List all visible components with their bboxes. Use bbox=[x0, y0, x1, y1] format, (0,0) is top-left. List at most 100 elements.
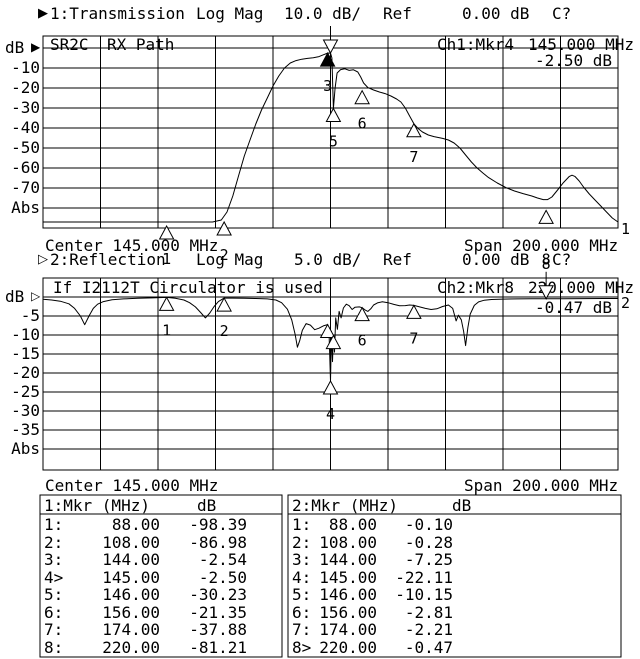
mkr-row-1-8-freq: 220.00 bbox=[102, 638, 160, 657]
y-tick-label: -60 bbox=[11, 158, 40, 177]
y-tick-label: -10 bbox=[11, 58, 40, 77]
marker-1-label: 1 bbox=[162, 321, 171, 339]
mkr-row-2-4-freq: 145.00 bbox=[319, 568, 377, 587]
marker-5-icon bbox=[325, 334, 342, 350]
ch2-graticule bbox=[42, 277, 619, 471]
mkr-row-2-4-db: -22.11 bbox=[395, 568, 453, 587]
marker-3-label: 3 bbox=[323, 77, 332, 95]
y-tick-label: -20 bbox=[11, 78, 40, 97]
y-tick-label: -70 bbox=[11, 178, 40, 197]
marker-2-icon bbox=[216, 220, 232, 236]
y-tick-label: -50 bbox=[11, 138, 40, 157]
marker-8-icon bbox=[538, 209, 554, 224]
y-tick-label: -35 bbox=[11, 420, 40, 439]
ch2-trace-number: 2 bbox=[621, 294, 631, 312]
ch1-span-freq: Span 200.000 MHz bbox=[464, 236, 619, 255]
marker-6-icon bbox=[354, 89, 370, 105]
mkr-row-1-4-db: -2.50 bbox=[198, 568, 247, 587]
ch1-ref-label: Ref bbox=[383, 4, 412, 23]
y-tick-label: -25 bbox=[11, 382, 40, 401]
ch2-active-icon: ▷ bbox=[38, 252, 48, 267]
marker-5-icon bbox=[325, 107, 342, 122]
ch1-trace-number: 1 bbox=[621, 220, 631, 238]
y-tick-label: -30 bbox=[11, 401, 40, 420]
ch2-axis-abs: Abs bbox=[11, 439, 40, 458]
mkr-row-2-3-db: -7.25 bbox=[404, 550, 453, 569]
marker-4-icon bbox=[322, 379, 339, 395]
mkr-row-1-7-number: 7: bbox=[44, 620, 64, 639]
marker-1-icon bbox=[158, 296, 175, 311]
ch1-memo-label: SR2C bbox=[50, 35, 89, 54]
marker-5-label: 5 bbox=[329, 132, 338, 150]
mkr-table-2-header: 2:Mkr (MHz) bbox=[292, 496, 398, 515]
y-tick-label: -40 bbox=[11, 118, 40, 137]
marker-4-active-icon bbox=[322, 39, 339, 55]
mkr-row-2-6-db: -2.81 bbox=[404, 603, 453, 622]
mkr-row-2-1-db: -0.10 bbox=[404, 515, 453, 534]
ch2-marker-readout-label: Ch2:Mkr8 bbox=[437, 278, 515, 297]
mkr-row-1-3-db: -2.54 bbox=[198, 550, 247, 569]
marker-3-icon bbox=[319, 323, 336, 339]
ch1-axis-abs: Abs bbox=[11, 198, 40, 217]
ch1-title: 1:Transmission bbox=[50, 4, 185, 23]
mkr-row-2-5-freq: 146.00 bbox=[319, 585, 377, 604]
ch2-format: Log Mag bbox=[196, 250, 264, 269]
ch1-active-icon: ▶ bbox=[38, 6, 48, 21]
ch2-marker-readout-freq: 220.000 MHz bbox=[528, 278, 634, 297]
ch1-cal-status: C? bbox=[552, 4, 572, 23]
y-tick-label: -10 bbox=[11, 325, 40, 344]
ch2-axis-unit: dB bbox=[5, 287, 25, 306]
mkr-row-2-7-freq: 174.00 bbox=[319, 620, 377, 639]
mkr-row-1-8-db: -81.21 bbox=[189, 638, 247, 657]
mkr-row-1-3-number: 3: bbox=[44, 550, 64, 569]
mkr-row-1-7-db: -37.88 bbox=[189, 620, 247, 639]
marker-7-label: 7 bbox=[409, 148, 418, 166]
mkr-row-2-6-freq: 156.00 bbox=[319, 603, 377, 622]
marker-8-label: 8 bbox=[542, 255, 551, 273]
ch2-ref-label: Ref bbox=[383, 250, 412, 269]
mkr-row-2-7-db: -2.21 bbox=[404, 620, 453, 639]
mkr-row-1-5-number: 5: bbox=[44, 585, 64, 604]
mkr-row-1-5-freq: 146.00 bbox=[102, 585, 160, 604]
ch1-format: Log Mag bbox=[196, 4, 264, 23]
ch1-ref-arrow-icon: ▶ bbox=[31, 40, 41, 54]
mkr-row-1-1-number: 1: bbox=[44, 515, 64, 534]
marker-7-icon bbox=[406, 122, 422, 138]
mkr-row-1-6-db: -21.35 bbox=[189, 603, 247, 622]
mkr-row-2-2-freq: 108.00 bbox=[319, 533, 377, 552]
mkr-row-1-2-number: 2: bbox=[44, 533, 64, 552]
y-tick-label: -20 bbox=[11, 363, 40, 382]
marker-3-icon bbox=[319, 52, 336, 67]
mkr-row-1-1-freq: 88.00 bbox=[111, 515, 160, 534]
marker-2-label: 2 bbox=[220, 322, 229, 340]
marker-7-icon bbox=[406, 304, 422, 319]
mkr-row-1-6-freq: 156.00 bbox=[102, 603, 160, 622]
mkr-table-1-unit: dB bbox=[197, 496, 217, 515]
ch1-scale: 10.0 dB/ bbox=[284, 4, 362, 23]
ch2-trace bbox=[42, 296, 618, 382]
ch2-span-freq: Span 200.000 MHz bbox=[464, 476, 619, 495]
mkr-row-1-5-db: -30.23 bbox=[189, 585, 247, 604]
mkr-row-2-2-db: -0.28 bbox=[404, 533, 453, 552]
ch2-center-freq: Center 145.000 MHz bbox=[45, 476, 219, 495]
mkr-row-1-8-number: 8: bbox=[44, 638, 64, 657]
mkr-row-2-5-db: -10.15 bbox=[395, 585, 453, 604]
ch2-scale: 5.0 dB/ bbox=[294, 250, 362, 269]
mkr-row-1-4-freq: 145.00 bbox=[102, 568, 160, 587]
y-tick-label: -5 bbox=[20, 306, 40, 325]
y-tick-label: -15 bbox=[11, 344, 40, 363]
ch2-marker-readout-value: -0.47 dB bbox=[535, 298, 613, 317]
ch1-trace bbox=[43, 52, 619, 223]
mkr-row-1-2-db: -86.98 bbox=[189, 533, 247, 552]
mkr-table-1-header: 1:Mkr (MHz) bbox=[44, 496, 150, 515]
ch1-ref-value: 0.00 dB bbox=[462, 4, 530, 23]
marker-2-icon bbox=[216, 297, 232, 312]
ch2-note: If I2112T Circulator is used bbox=[53, 278, 323, 297]
marker-6-label: 6 bbox=[358, 332, 367, 350]
ch2-ref-value: 0.00 dB bbox=[462, 250, 530, 269]
ch2-ref-arrow-icon: ▷ bbox=[31, 289, 41, 303]
marker-4-label: 4 bbox=[326, 405, 335, 423]
y-tick-label: -30 bbox=[11, 98, 40, 117]
